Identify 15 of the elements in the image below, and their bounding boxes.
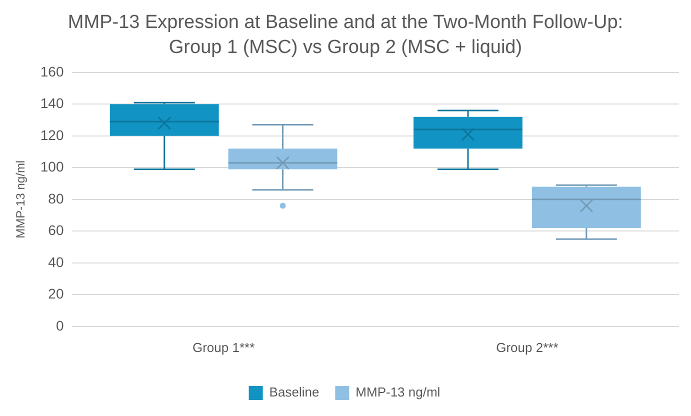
y-tick-label: 160: [40, 63, 64, 80]
y-tick-label: 60: [48, 222, 64, 238]
x-tick-label: Group 1***: [192, 340, 255, 355]
y-tick-label: 20: [48, 286, 64, 302]
y-tick-label: 140: [40, 95, 64, 112]
y-tick-label: 40: [48, 254, 64, 270]
legend-label: MMP-13 ng/ml: [356, 384, 440, 400]
y-axis-title: MMP-13 ng/ml: [14, 160, 28, 238]
x-tick-label: Group 2***: [496, 340, 558, 355]
y-tick-label: 100: [40, 158, 64, 175]
y-tick-label: 120: [40, 126, 64, 143]
y-tick-label: 0: [56, 317, 64, 334]
chart-title: MMP-13 Expression at Baseline and at the Two-Month Follow-Up: Group 1 (MSC) vs Group 2 (MSC + liquid): [66, 11, 624, 58]
legend-label: Baseline: [269, 384, 320, 400]
y-tick-label: 80: [48, 190, 64, 206]
